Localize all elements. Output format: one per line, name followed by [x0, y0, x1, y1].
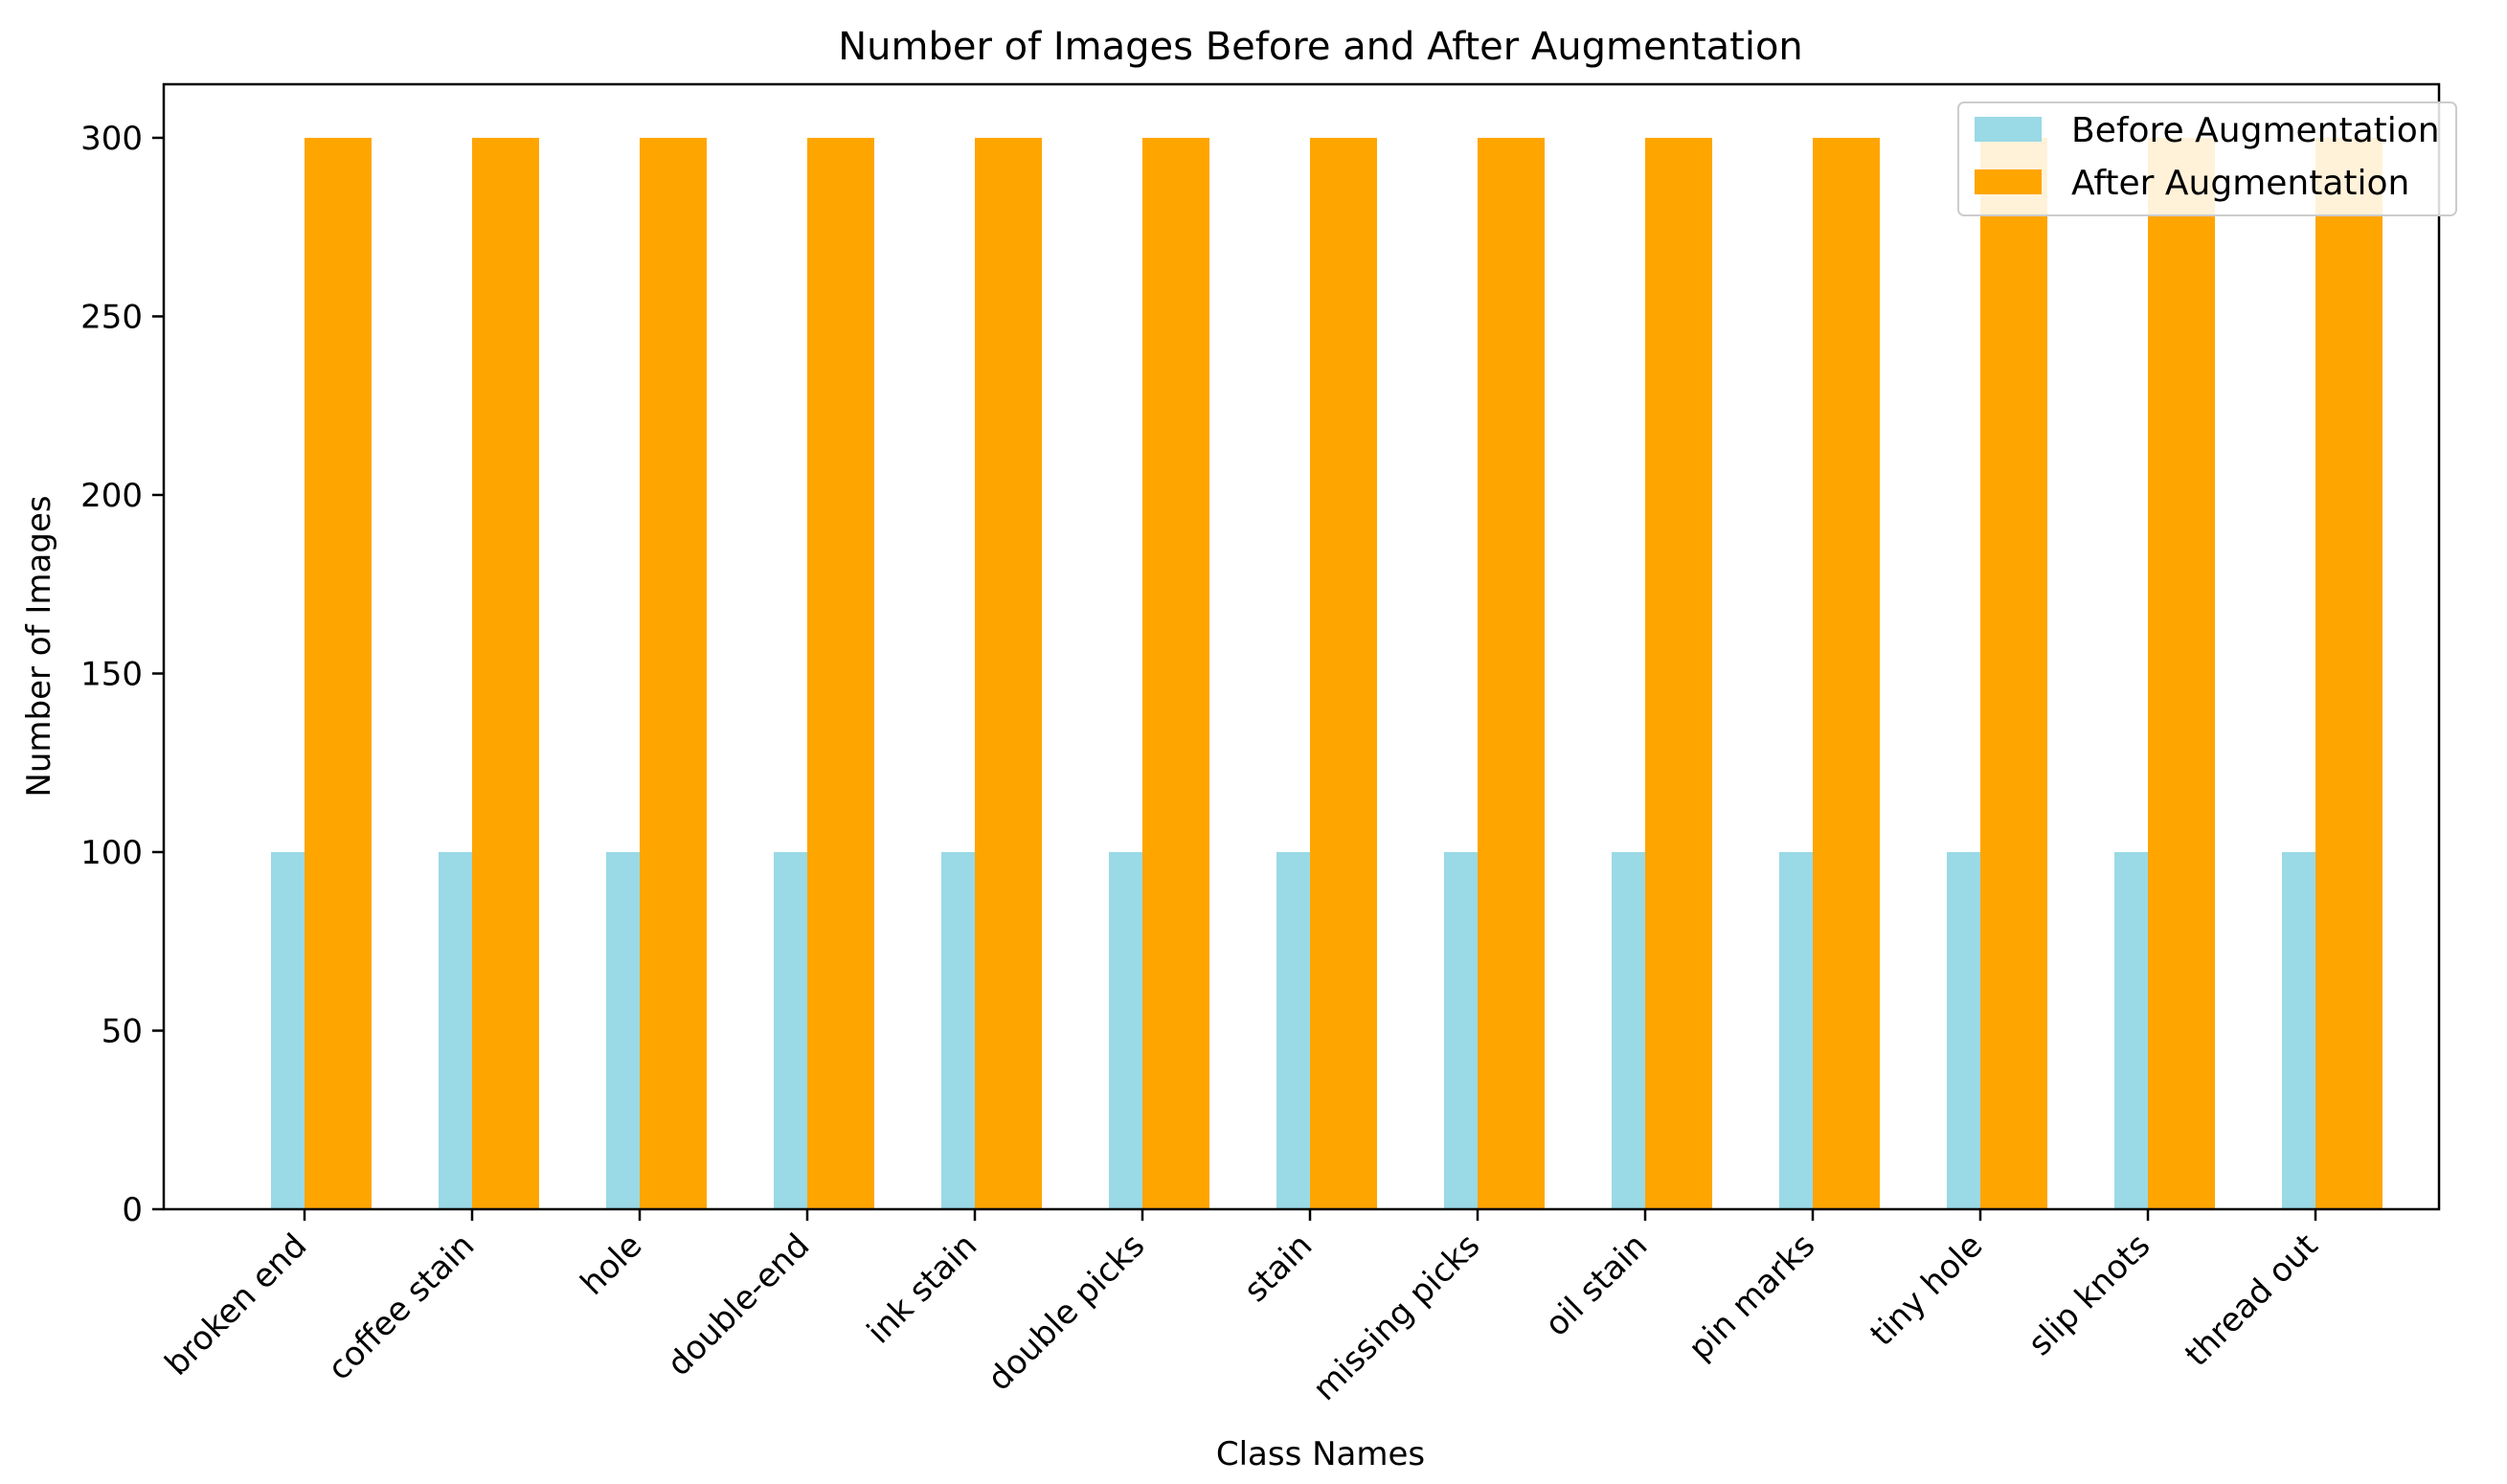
bar-before — [1444, 851, 1478, 1209]
y-tick-label: 50 — [102, 1012, 143, 1050]
legend: Before Augmentation After Augmentation — [1957, 101, 2457, 216]
bar-before — [1612, 851, 1645, 1209]
bar-before — [1109, 851, 1142, 1209]
legend-swatch-after — [1975, 169, 2042, 194]
legend-swatch-before — [1975, 117, 2042, 142]
y-tick-label: 150 — [80, 655, 143, 693]
bar-before — [1276, 851, 1310, 1209]
bar-after — [1980, 137, 2047, 1209]
plot-frame — [162, 82, 2441, 1211]
bar-after — [472, 137, 539, 1209]
bar-before — [2114, 851, 2148, 1209]
bar-after — [1310, 137, 1377, 1209]
y-tick-label: 250 — [80, 298, 143, 336]
bar-before — [1779, 851, 1813, 1209]
y-axis-label: Number of Images — [20, 495, 58, 797]
bar-before — [774, 851, 807, 1209]
bar-before — [1947, 851, 1980, 1209]
bar-before — [439, 851, 472, 1209]
bars-group — [271, 137, 2383, 1209]
bar-after — [807, 137, 874, 1209]
bar-before — [271, 851, 305, 1209]
bar-before — [2282, 851, 2315, 1209]
y-tick-label: 200 — [80, 477, 143, 515]
legend-frame — [1957, 101, 2457, 216]
bar-after — [1813, 137, 1880, 1209]
bar-after — [1645, 137, 1712, 1209]
bar-after — [640, 137, 707, 1209]
bar-after — [1142, 137, 1209, 1209]
y-tick-label: 100 — [80, 834, 143, 872]
legend-label-before: Before Augmentation — [2071, 111, 2440, 150]
legend-label-after: After Augmentation — [2071, 164, 2409, 203]
chart-title: Number of Images Before and After Augmen… — [838, 25, 1803, 69]
bar-after — [2148, 137, 2215, 1209]
bar-after — [305, 137, 372, 1209]
bar-after — [2315, 137, 2383, 1209]
y-tick-label: 0 — [122, 1191, 143, 1229]
x-axis-label: Class Names — [1216, 1435, 1425, 1473]
bar-before — [941, 851, 975, 1209]
bar-after — [975, 137, 1042, 1209]
y-axis: 0 50 100 150 200 250 300 — [80, 120, 164, 1229]
y-tick-label: 300 — [80, 120, 143, 158]
bar-before — [606, 851, 640, 1209]
bar-after — [1478, 137, 1545, 1209]
